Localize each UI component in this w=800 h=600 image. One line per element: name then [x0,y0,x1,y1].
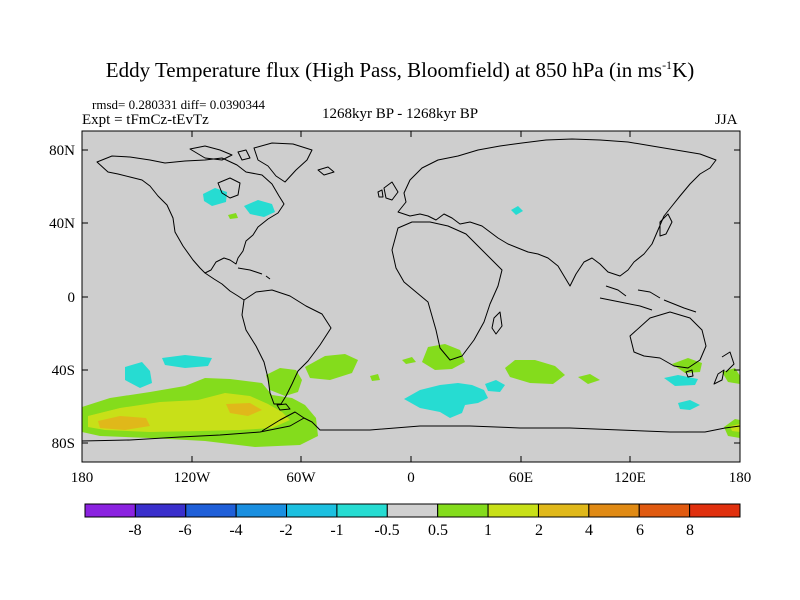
colorbar-label: 4 [585,522,593,539]
coast-greenland [253,142,313,183]
contour-orange-core-2 [226,403,262,416]
coast-hudson-bay [217,177,241,199]
contour-orange-core-1 [98,416,150,430]
contour-cyan-hudson [203,188,227,206]
coast-antarctica [82,417,740,442]
contour-green-small-africa [402,357,416,364]
contour-green-australia [672,358,702,373]
lat-label: 40N [49,216,75,232]
contour-green-south-atlantic [305,354,358,380]
lat-label: 80N [49,143,75,159]
colorbar-swatch [487,503,539,518]
colorbar-label: -6 [178,522,191,539]
stats-label: rmsd= 0.280331 diff= 0.0390344 [92,97,265,112]
colorbar-labels: -8 -6 -4 -2 -1 -0.5 0.5 1 2 4 6 8 [128,522,694,539]
contour-cyan-north-atlantic [244,200,275,217]
colorbar-label: 2 [535,522,543,539]
colorbar-label: -2 [279,522,292,539]
coastlines [82,138,740,442]
lon-ticks [81,131,741,462]
contour-cyan-south-pacific [162,355,212,368]
coast-south-america [241,289,332,405]
map-plot-area [82,131,740,462]
map-title: Eddy Temperature flux (High Pass, Bloomf… [105,58,695,82]
contour-green-north-atlantic [228,213,238,219]
lon-label: 120W [174,470,212,486]
coast-caribbean [237,267,271,280]
coast-japan [659,213,673,237]
colorbar-swatch [437,503,489,518]
lon-labels: 180 120W 60W 0 60E 120E 180 [71,470,752,486]
coast-eurasia [397,138,717,287]
lat-label: 40S [52,363,75,379]
lon-label: 60W [286,470,316,486]
season-label: JJA [715,112,738,128]
contour-green-small-atlantic [370,374,380,381]
contour-cyan-pacific [125,362,152,388]
coast-indonesia [599,285,697,313]
colorbar-swatch [638,503,691,518]
contour-green-indian-ocean [505,360,565,384]
colorbar-swatch [286,503,338,518]
lat-label: 0 [68,290,76,306]
coast-tierra-del-fuego [276,403,291,411]
colorbar-label: 1 [484,522,492,539]
contour-cyan-tasman [678,400,700,410]
coast-africa [391,221,503,361]
colorbar-label: -8 [128,522,141,539]
colorbar-swatch [689,503,741,518]
contour-green-south-america [266,368,302,396]
contour-cyan-caspian [511,206,523,215]
lon-label: 180 [729,470,752,486]
lat-ticks [82,149,740,444]
experiment-label: Expt = tFmCz-tEvTz [82,112,209,128]
coast-australia [629,311,707,369]
lat-labels: 80N 40N 0 40S 80S [49,143,75,452]
colorbar-label: 8 [686,522,694,539]
contour-green-south-indian [578,374,600,384]
colorbar-swatch [84,503,136,518]
anomaly-contours [82,188,740,447]
coast-antarctic-peninsula [261,411,305,432]
colorbar-label: -1 [330,522,343,539]
period-label: 1268kyr BP - 1268kyr BP [322,106,479,122]
coast-central-america [204,272,245,301]
colorbar-swatch [537,503,590,518]
colorbar-swatch [185,503,237,518]
lat-label: 80S [52,436,75,452]
coast-british-isles [377,181,399,201]
colorbar-label: -0.5 [374,522,399,539]
lon-label: 120E [614,470,646,486]
colorbar-swatch [134,503,187,518]
colorbar-label: -4 [229,522,242,539]
lon-label: 0 [407,470,415,486]
coast-iceland [317,166,335,176]
coast-madagascar [491,311,503,335]
colorbar-swatch [336,503,388,518]
colorbar-label: 0.5 [428,522,448,539]
contour-cyan-indian [485,380,505,392]
colorbar [84,503,741,518]
contour-cyan-australia [664,375,698,386]
coast-new-zealand [713,351,735,385]
lon-label: 60E [509,470,533,486]
lon-label: 180 [71,470,94,486]
colorbar-swatch [235,503,288,518]
colorbar-swatch [386,503,439,518]
contour-green-south-africa [422,344,465,370]
coast-tasmania [685,369,694,378]
colorbar-swatch [588,503,640,518]
contour-cyan-south-africa [404,383,488,418]
coast-arctic-islands [189,145,251,161]
colorbar-label: 6 [636,522,644,539]
